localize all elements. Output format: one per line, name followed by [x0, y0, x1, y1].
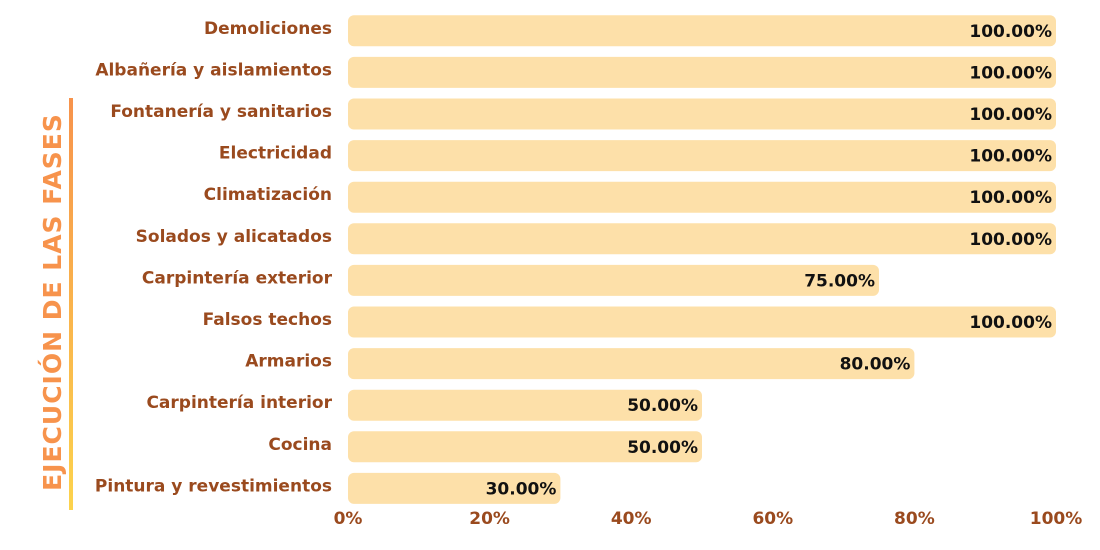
- value-label: 50.00%: [627, 396, 698, 416]
- y-tick-label: Albañería y aislamientos: [95, 60, 332, 80]
- y-tick-label: Carpintería exterior: [142, 268, 333, 288]
- accent-bar: [69, 98, 73, 510]
- value-label: 100.00%: [969, 22, 1052, 42]
- bar: [348, 181, 1056, 213]
- bar: [348, 98, 1056, 130]
- value-label: 50.00%: [627, 438, 698, 458]
- y-tick-label: Falsos techos: [203, 310, 332, 330]
- bar: [348, 56, 1056, 88]
- y-tick-label: Cocina: [268, 435, 332, 455]
- value-label: 100.00%: [969, 188, 1052, 208]
- value-label: 100.00%: [969, 63, 1052, 83]
- bar: [348, 223, 1056, 255]
- y-tick-label: Pintura y revestimientos: [95, 476, 332, 496]
- value-label: 80.00%: [840, 355, 911, 375]
- x-tick-label: 80%: [894, 509, 935, 529]
- y-tick-label: Fontanería y sanitarios: [110, 102, 332, 122]
- bar: [348, 389, 702, 421]
- x-tick-label: 0%: [334, 509, 363, 529]
- y-tick-label: Carpintería interior: [146, 393, 332, 413]
- value-label: 75.00%: [804, 271, 875, 291]
- axis-title: EJECUCIÓN DE LAS FASES: [37, 113, 67, 491]
- x-tick-label: 60%: [752, 509, 793, 529]
- x-tick-label: 100%: [1030, 509, 1083, 529]
- value-label: 100.00%: [969, 313, 1052, 333]
- bar: [348, 264, 879, 296]
- bar: [348, 348, 915, 380]
- bar: [348, 472, 561, 504]
- y-tick-label: Climatización: [204, 185, 332, 205]
- y-tick-label: Demoliciones: [204, 19, 332, 39]
- bar: [348, 15, 1056, 47]
- bar: [348, 306, 1056, 338]
- value-label: 30.00%: [486, 479, 557, 499]
- value-label: 100.00%: [969, 230, 1052, 250]
- x-tick-label: 20%: [469, 509, 510, 529]
- bar: [348, 431, 702, 463]
- x-tick-label: 40%: [611, 509, 652, 529]
- bar: [348, 140, 1056, 172]
- y-tick-label: Armarios: [245, 352, 332, 372]
- value-label: 100.00%: [969, 147, 1052, 167]
- y-tick-label: Electricidad: [219, 144, 332, 164]
- y-tick-label: Solados y alicatados: [136, 227, 332, 247]
- value-label: 100.00%: [969, 105, 1052, 125]
